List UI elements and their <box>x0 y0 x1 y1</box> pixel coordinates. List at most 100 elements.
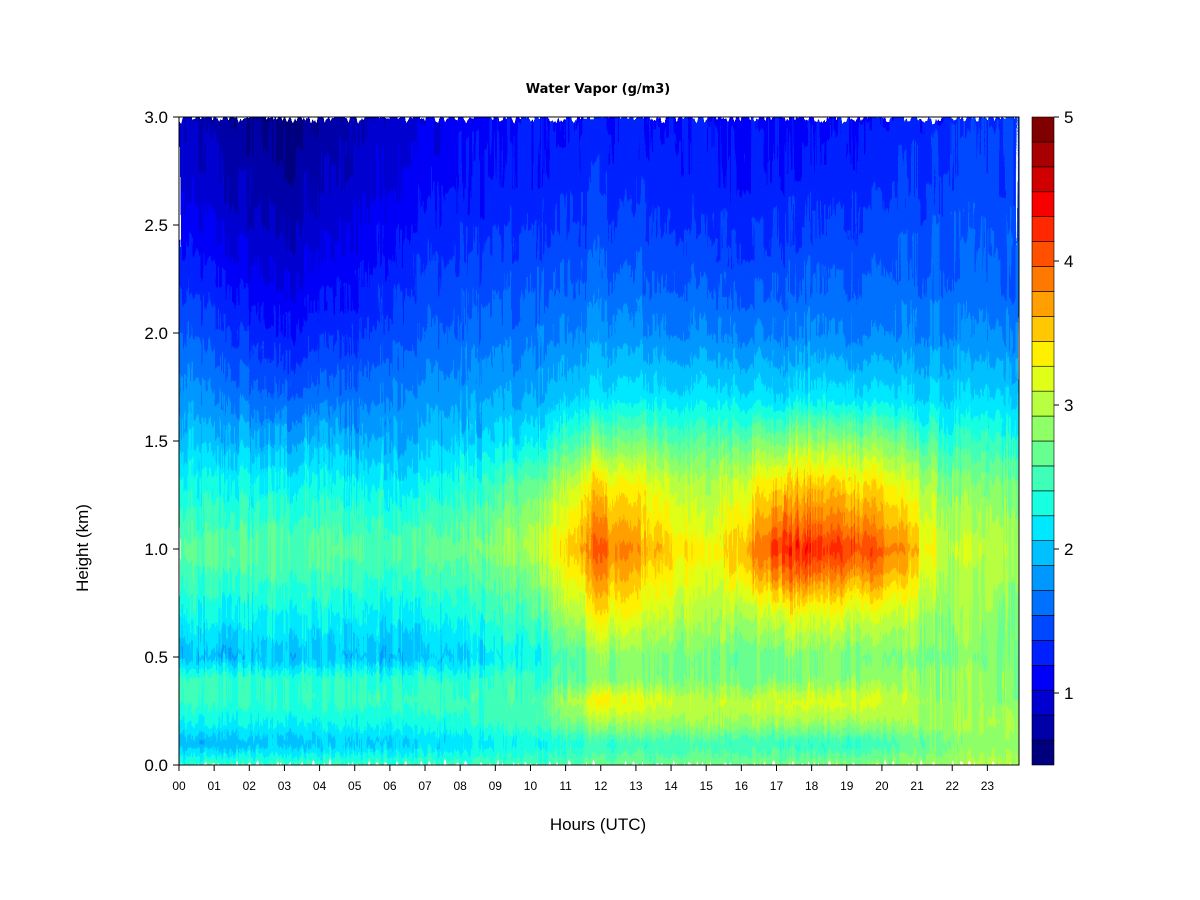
heatmap-cell <box>242 605 247 611</box>
heatmap-cell <box>273 652 278 658</box>
heatmap-cell <box>256 566 261 572</box>
heatmap-cell <box>291 657 296 662</box>
heatmap-cell <box>245 570 250 576</box>
heatmap-cell <box>193 320 198 325</box>
heatmap-cell <box>231 203 236 209</box>
heatmap-cell <box>210 570 215 576</box>
heatmap-cell <box>203 341 208 347</box>
heatmap-cell <box>266 181 271 187</box>
heatmap-cell <box>245 242 250 248</box>
heatmap-cell <box>259 600 264 606</box>
heatmap-cell <box>242 760 247 765</box>
heatmap-cell <box>270 164 275 170</box>
heatmap-cell <box>189 669 194 675</box>
heatmap-cell <box>193 441 198 446</box>
heatmap-cell <box>266 268 271 274</box>
heatmap-cell <box>203 203 208 209</box>
heatmap-cell <box>242 194 247 200</box>
heatmap-cell <box>245 151 250 157</box>
heatmap-cell <box>294 674 299 680</box>
heatmap-cell <box>273 203 278 209</box>
heatmap-cell <box>210 492 215 498</box>
heatmap-cell <box>266 436 271 442</box>
heatmap-cell <box>291 687 296 693</box>
heatmap-cell <box>189 345 194 351</box>
heatmap-cell <box>231 328 236 334</box>
heatmap-cell <box>193 406 198 412</box>
heatmap-cell <box>273 358 278 364</box>
heatmap-cell <box>214 600 219 606</box>
heatmap-cell <box>284 194 289 200</box>
heatmap-cell <box>189 600 194 606</box>
heatmap-cell <box>242 441 247 446</box>
heatmap-cell <box>259 428 264 433</box>
heatmap-cell <box>217 613 222 619</box>
heatmap-cell <box>235 155 240 161</box>
heatmap-cell <box>189 272 194 278</box>
heatmap-cell <box>214 315 219 321</box>
heatmap-cell <box>182 268 187 274</box>
heatmap-cell <box>196 129 201 135</box>
heatmap-cell <box>280 505 285 511</box>
heatmap-cell <box>231 190 236 196</box>
heatmap-cell <box>242 263 247 269</box>
heatmap-cell <box>242 596 247 602</box>
heatmap-cell <box>245 428 250 433</box>
heatmap-cell <box>266 363 271 369</box>
heatmap-cell <box>196 544 201 550</box>
heatmap-cell <box>284 536 289 541</box>
heatmap-cell <box>186 186 191 192</box>
heatmap-cell <box>256 682 261 688</box>
heatmap-cell <box>200 147 205 153</box>
heatmap-cell <box>235 613 240 619</box>
heatmap-cell <box>242 540 247 546</box>
heatmap-cell <box>287 497 292 503</box>
heatmap-cell <box>249 415 254 420</box>
heatmap-cell <box>217 657 222 662</box>
heatmap-cell <box>284 432 289 438</box>
heatmap-cell <box>193 117 198 122</box>
heatmap-cell <box>228 726 233 732</box>
heatmap-cell <box>270 514 275 520</box>
heatmap-cell <box>249 125 254 131</box>
heatmap-cell <box>263 760 268 765</box>
heatmap-cell <box>263 566 268 572</box>
heatmap-cell <box>217 592 222 598</box>
heatmap-cell <box>259 695 264 701</box>
heatmap-cell <box>231 129 236 135</box>
heatmap-cell <box>273 125 278 131</box>
heatmap-cell <box>207 704 212 710</box>
heatmap-cell <box>189 350 194 356</box>
heatmap-cell <box>259 402 264 408</box>
heatmap-cell <box>242 609 247 615</box>
heatmap-cell <box>284 121 289 127</box>
heatmap-cell <box>196 199 201 204</box>
heatmap-cell <box>249 445 254 451</box>
heatmap-cell <box>217 207 222 213</box>
heatmap-cell <box>196 250 201 256</box>
heatmap-cell <box>217 713 222 719</box>
heatmap-cell <box>242 453 247 459</box>
heatmap-cell <box>221 713 226 719</box>
heatmap-cell <box>193 531 198 537</box>
heatmap-cell <box>210 333 215 338</box>
heatmap-cell <box>228 285 233 291</box>
heatmap-cell <box>235 639 240 645</box>
heatmap-cell <box>252 635 257 641</box>
heatmap-cell <box>186 652 191 658</box>
heatmap-cell <box>203 523 208 528</box>
heatmap-cell <box>179 549 184 554</box>
heatmap-cell <box>228 216 233 222</box>
heatmap-cell <box>273 151 278 157</box>
heatmap-cell <box>249 605 254 611</box>
heatmap-cell <box>182 199 187 204</box>
heatmap-cell <box>294 574 299 580</box>
heatmap-cell <box>245 449 250 455</box>
heatmap-cell <box>270 384 275 390</box>
heatmap-cell <box>193 186 198 192</box>
heatmap-cell <box>284 423 289 429</box>
heatmap-cell <box>245 531 250 537</box>
heatmap-cell <box>277 428 282 433</box>
heatmap-cell <box>287 505 292 511</box>
heatmap-cell <box>249 497 254 503</box>
